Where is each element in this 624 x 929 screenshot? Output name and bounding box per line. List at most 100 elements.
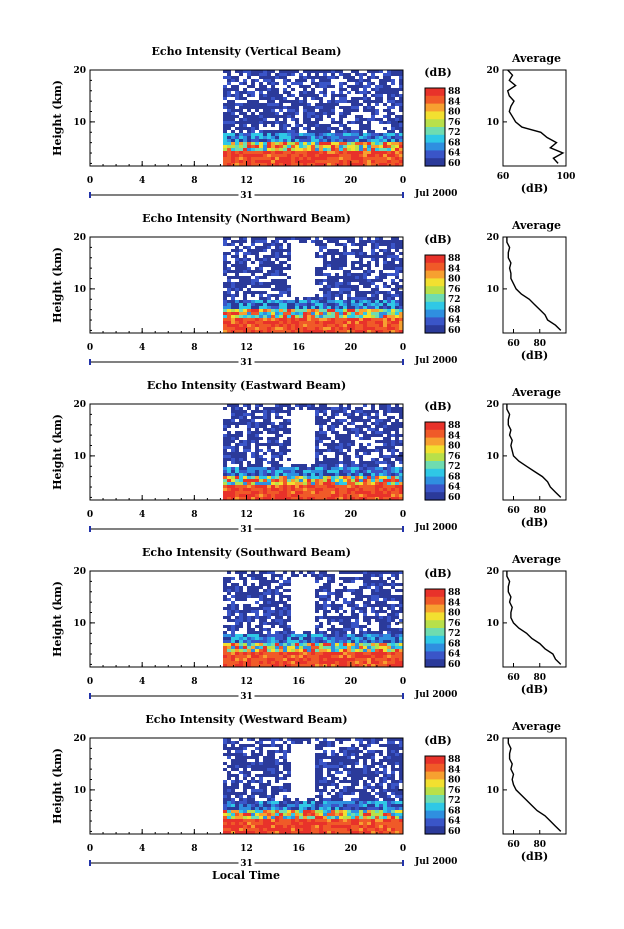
heatmap-cell	[387, 76, 391, 79]
heatmap-cell	[263, 649, 267, 652]
heatmap-cell	[383, 103, 387, 106]
heatmap-cell	[315, 327, 319, 330]
heatmap-cell	[327, 655, 331, 658]
heatmap-cell	[275, 252, 279, 255]
heatmap-cell	[223, 607, 227, 610]
heatmap-cell	[343, 303, 347, 306]
heatmap-cell	[279, 309, 283, 312]
heatmap-cell	[379, 628, 383, 631]
heatmap-cell	[331, 479, 335, 482]
heatmap-cell	[319, 607, 323, 610]
heatmap-cell	[263, 154, 267, 157]
heatmap-cell	[315, 658, 319, 661]
panel-title: Echo Intensity (Vertical Beam)	[151, 45, 341, 58]
heatmap-cell	[235, 476, 239, 479]
heatmap-cell	[363, 655, 367, 658]
heatmap-cell	[379, 431, 383, 434]
heatmap-cell	[291, 825, 295, 828]
heatmap-cell	[379, 822, 383, 825]
heatmap-cell	[267, 97, 271, 100]
heatmap-cell	[363, 625, 367, 628]
heatmap-cell	[367, 133, 371, 136]
heatmap-cell	[355, 425, 359, 428]
heatmap-cell	[231, 586, 235, 589]
heatmap-cell	[383, 583, 387, 586]
heatmap-cell	[275, 610, 279, 613]
colorbar-swatch	[425, 429, 445, 435]
heatmap-cell	[331, 127, 335, 130]
heatmap-cell	[247, 589, 251, 592]
heatmap-cell	[223, 309, 227, 312]
heatmap-cell	[275, 431, 279, 434]
heatmap-cell	[243, 404, 247, 407]
heatmap-cell	[263, 330, 267, 333]
heatmap-cell	[387, 482, 391, 485]
heatmap-cell	[279, 625, 283, 628]
heatmap-cell	[363, 640, 367, 643]
heatmap-cell	[319, 622, 323, 625]
heatmap-cell	[343, 163, 347, 166]
heatmap-cell	[291, 467, 295, 470]
heatmap-cell	[339, 118, 343, 121]
heatmap-cell	[347, 303, 351, 306]
heatmap-cell	[283, 79, 287, 82]
heatmap-cell	[255, 437, 259, 440]
heatmap-cell	[347, 279, 351, 282]
heatmap-cell	[335, 94, 339, 97]
heatmap-cell	[259, 437, 263, 440]
heatmap-cell	[283, 303, 287, 306]
heatmap-cell	[379, 160, 383, 163]
heatmap-cell	[359, 73, 363, 76]
heatmap-cell	[327, 70, 331, 73]
heatmap-cell	[247, 828, 251, 831]
heatmap-cell	[363, 449, 367, 452]
heatmap-cell	[291, 646, 295, 649]
heatmap-cell	[315, 637, 319, 640]
heatmap-cell	[259, 404, 263, 407]
heatmap-cell	[391, 73, 395, 76]
colorbar-swatch	[425, 301, 445, 307]
heatmap-cell	[239, 655, 243, 658]
heatmap-cell	[263, 76, 267, 79]
heatmap-cell	[271, 261, 275, 264]
heatmap-cell	[379, 643, 383, 646]
heatmap-cell	[247, 407, 251, 410]
heatmap-cell	[343, 631, 347, 634]
heatmap-cell	[347, 300, 351, 303]
heatmap-cell	[387, 106, 391, 109]
heatmap-cell	[263, 646, 267, 649]
heatmap-cell	[247, 443, 251, 446]
heatmap-cell	[355, 619, 359, 622]
heatmap-cell	[299, 124, 303, 127]
heatmap-cell	[283, 583, 287, 586]
heatmap-cell	[387, 318, 391, 321]
heatmap-cell	[391, 473, 395, 476]
heatmap-cell	[355, 649, 359, 652]
heatmap-cell	[367, 619, 371, 622]
heatmap-cell	[379, 142, 383, 145]
heatmap-cell	[271, 327, 275, 330]
heatmap-cell	[347, 309, 351, 312]
heatmap-cell	[383, 88, 387, 91]
heatmap-cell	[399, 76, 403, 79]
heatmap-cell	[271, 148, 275, 151]
heatmap-cell	[379, 577, 383, 580]
heatmap-cell	[295, 637, 299, 640]
heatmap-cell	[363, 577, 367, 580]
heatmap-cell	[323, 404, 327, 407]
heatmap-cell	[383, 425, 387, 428]
heatmap-cell	[311, 324, 315, 327]
heatmap-cell	[247, 831, 251, 834]
heatmap-cell	[223, 443, 227, 446]
heatmap-cell	[347, 133, 351, 136]
heatmap-cell	[247, 91, 251, 94]
heatmap-cell	[279, 160, 283, 163]
heatmap-cell	[251, 574, 255, 577]
heatmap-cell	[331, 309, 335, 312]
heatmap-cell	[375, 315, 379, 318]
heatmap-cell	[227, 831, 231, 834]
colorbar-swatch	[425, 472, 445, 478]
heatmap-cell	[399, 157, 403, 160]
heatmap-cell	[279, 831, 283, 834]
heatmap-cell	[375, 431, 379, 434]
